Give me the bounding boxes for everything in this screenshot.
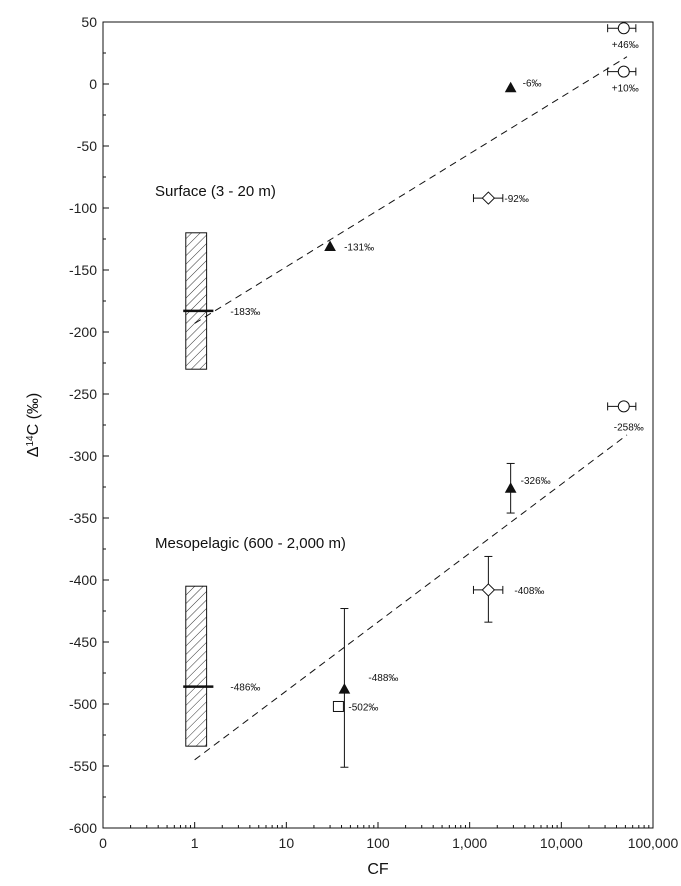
fit-lines [194,56,628,761]
y-tick-label: -550 [69,758,97,774]
fit-line [194,434,628,761]
y-tick-label: -50 [77,138,97,154]
y-tick-label: -400 [69,572,97,588]
x-tick-label: 10,000 [540,835,583,851]
data-points [324,22,637,768]
data-point-label: -502‰ [348,702,378,713]
x-tick-label: 100,000 [628,835,679,851]
data-point-label: +10‰ [612,84,639,95]
x-axis-title: CF [367,861,389,878]
data-point-triangle [504,81,517,93]
fit-line [194,56,628,324]
y-tick-label: 0 [89,76,97,92]
range-bar [185,585,208,747]
data-point-diamond [481,583,496,597]
y-tick-label: -250 [69,386,97,402]
x-tick-label: 1,000 [452,835,487,851]
data-point-square [332,700,344,712]
x-tick-label: 1 [191,835,199,851]
data-point-triangle [338,683,351,694]
x-tick-label: 10 [279,835,295,851]
axis-ticks: 50 0 -50 -100 -150 -200 -250 -300 -350 -400 -450 -5… [69,14,679,851]
data-point-circle [617,400,630,413]
data-point-label: -408‰ [514,586,544,597]
data-point-label: -488‰ [368,673,398,684]
y-tick-label: 50 [81,14,97,30]
y-axis-title: Δ14C (‰) [25,393,43,457]
x-tick-label: 0 [99,835,107,851]
y-axis-title-superscript: 14 [25,435,36,447]
data-point-label: -92‰ [504,194,528,205]
group-label: Surface (3 - 20 m) [155,183,276,200]
y-tick-label: -350 [69,510,97,526]
y-tick-label: -150 [69,262,97,278]
data-point-label: -258‰ [614,422,644,433]
data-labels: Surface (3 - 20 m) -183‰ -131‰ -92‰ -6‰ +10‰ +… [155,40,644,713]
y-tick-label: -300 [69,448,97,464]
range-bar-mean-label: -183‰ [230,307,260,318]
y-axis-title-rest: C (‰) [25,393,42,436]
data-point-circle [617,22,630,35]
group-label: Mesopelagic (600 - 2,000 m) [155,535,346,552]
data-point-triangle [324,240,336,251]
data-point-triangle [504,482,517,493]
range-bar [185,232,208,370]
range-bar-mean-label: -486‰ [230,683,260,694]
y-tick-label: -450 [69,634,97,650]
y-tick-label: -200 [69,324,97,340]
range-bars [183,232,214,747]
data-point-diamond [481,191,496,205]
y-tick-label: -100 [69,200,97,216]
data-point-label: -131‰ [344,242,374,253]
y-tick-label: -600 [69,820,97,836]
data-point-circle [617,65,630,78]
x-tick-label: 100 [366,835,390,851]
data-point-label: -326‰ [521,476,551,487]
y-tick-label: -500 [69,696,97,712]
y-axis-title-delta: Δ [25,446,42,457]
data-point-label: +46‰ [612,40,639,51]
data-point-label: -6‰ [523,79,542,90]
